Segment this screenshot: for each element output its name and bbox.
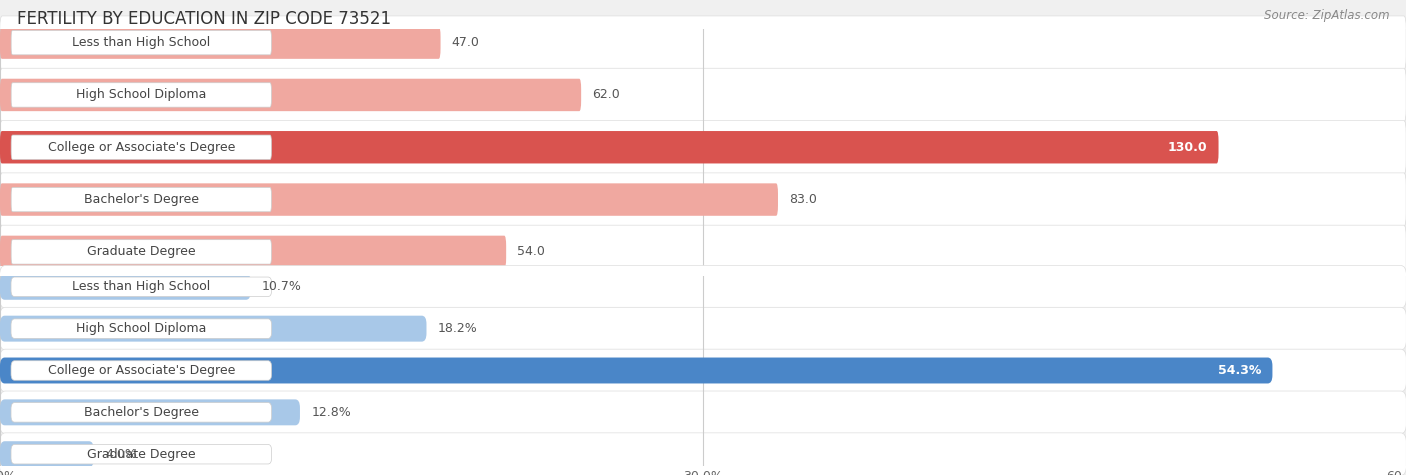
- FancyBboxPatch shape: [11, 445, 271, 464]
- Text: 62.0: 62.0: [592, 88, 620, 102]
- Text: 4.0%: 4.0%: [105, 448, 136, 461]
- FancyBboxPatch shape: [11, 319, 271, 338]
- FancyBboxPatch shape: [11, 30, 271, 55]
- Text: Graduate Degree: Graduate Degree: [87, 246, 195, 258]
- Text: 12.8%: 12.8%: [311, 406, 352, 419]
- Text: FERTILITY BY EDUCATION IN ZIP CODE 73521: FERTILITY BY EDUCATION IN ZIP CODE 73521: [17, 10, 391, 28]
- Text: High School Diploma: High School Diploma: [76, 322, 207, 335]
- FancyBboxPatch shape: [0, 391, 1406, 434]
- FancyBboxPatch shape: [0, 27, 440, 59]
- FancyBboxPatch shape: [0, 236, 506, 268]
- FancyBboxPatch shape: [11, 83, 271, 107]
- FancyBboxPatch shape: [0, 399, 299, 425]
- Text: 54.0: 54.0: [517, 246, 546, 258]
- FancyBboxPatch shape: [0, 307, 1406, 350]
- FancyBboxPatch shape: [11, 361, 271, 380]
- Text: Less than High School: Less than High School: [72, 36, 211, 49]
- Text: 83.0: 83.0: [789, 193, 817, 206]
- Text: Graduate Degree: Graduate Degree: [87, 448, 195, 461]
- Text: 54.3%: 54.3%: [1218, 364, 1261, 377]
- FancyBboxPatch shape: [11, 277, 271, 296]
- Text: College or Associate's Degree: College or Associate's Degree: [48, 364, 235, 377]
- Text: 18.2%: 18.2%: [437, 322, 478, 335]
- FancyBboxPatch shape: [0, 349, 1406, 392]
- FancyBboxPatch shape: [0, 68, 1406, 122]
- FancyBboxPatch shape: [0, 266, 1406, 308]
- FancyBboxPatch shape: [0, 16, 1406, 69]
- FancyBboxPatch shape: [11, 187, 271, 212]
- FancyBboxPatch shape: [11, 135, 271, 160]
- FancyBboxPatch shape: [0, 441, 94, 467]
- FancyBboxPatch shape: [0, 131, 1219, 163]
- Text: College or Associate's Degree: College or Associate's Degree: [48, 141, 235, 154]
- Text: 10.7%: 10.7%: [262, 280, 302, 293]
- FancyBboxPatch shape: [0, 173, 1406, 226]
- Text: High School Diploma: High School Diploma: [76, 88, 207, 102]
- FancyBboxPatch shape: [0, 79, 581, 111]
- Text: 47.0: 47.0: [451, 36, 479, 49]
- Text: Bachelor's Degree: Bachelor's Degree: [84, 193, 198, 206]
- FancyBboxPatch shape: [0, 225, 1406, 278]
- FancyBboxPatch shape: [11, 403, 271, 422]
- Text: Less than High School: Less than High School: [72, 280, 211, 293]
- FancyBboxPatch shape: [0, 433, 1406, 475]
- Text: 130.0: 130.0: [1167, 141, 1208, 154]
- FancyBboxPatch shape: [0, 121, 1406, 174]
- FancyBboxPatch shape: [0, 183, 778, 216]
- Text: Source: ZipAtlas.com: Source: ZipAtlas.com: [1264, 10, 1389, 22]
- Text: Bachelor's Degree: Bachelor's Degree: [84, 406, 198, 419]
- FancyBboxPatch shape: [0, 274, 250, 300]
- FancyBboxPatch shape: [0, 358, 1272, 383]
- FancyBboxPatch shape: [0, 316, 426, 342]
- FancyBboxPatch shape: [11, 240, 271, 264]
